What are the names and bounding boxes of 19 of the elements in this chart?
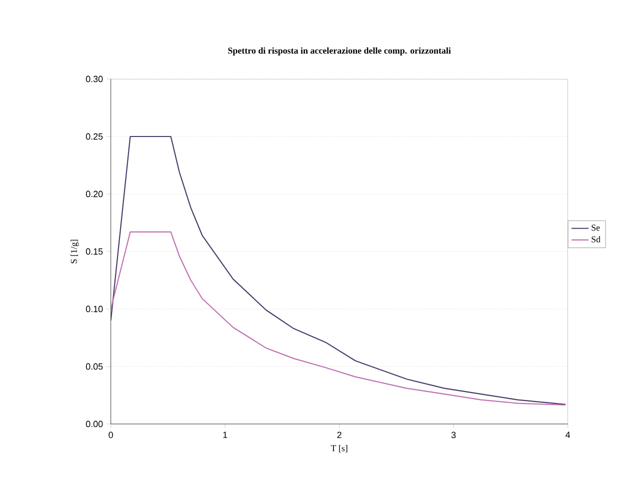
y-tick-label: 0.05 [86,363,103,370]
legend-label: Se [592,224,600,231]
y-tick-label: 0.10 [86,306,103,312]
y-tick-label: 0.25 [86,133,103,140]
x-tick-label: 3 [451,432,456,438]
x-tick-label: 2 [337,432,342,438]
y-axis-title: S [1/g] [70,240,79,264]
y-tick-label: 0.00 [86,420,103,428]
line-series [110,136,566,405]
legend-label: Sd [592,236,600,242]
x-tick-label: 4 [566,432,570,438]
y-tick-label: 0.30 [86,76,103,82]
y-tick-label: 0.20 [86,190,103,198]
x-tick-label: 0 [108,432,113,438]
x-tick-label: 1 [223,432,228,438]
x-axis-title: T [s] [330,444,348,452]
line-series [110,231,566,406]
chart-title: Spettro di risposta in accelerazione delle comp. orizzontali [228,47,451,56]
y-tick-label: 0.15 [86,248,103,255]
